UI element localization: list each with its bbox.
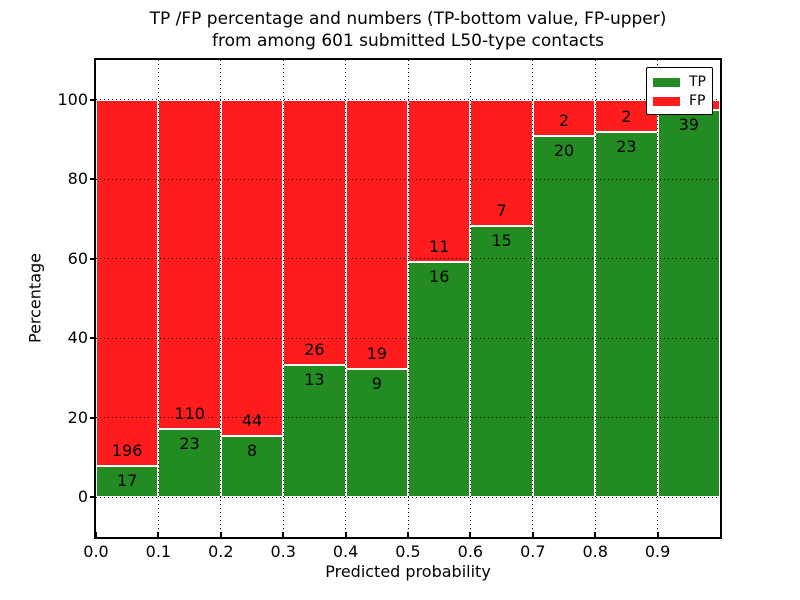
y-tick-label: 40 (67, 328, 88, 348)
fp-bar-segment (283, 99, 346, 365)
y-tick-label: 0 (77, 487, 88, 507)
tp-count-label: 9 (371, 374, 382, 394)
fp-count-label: 110 (174, 403, 205, 423)
horizontal-gridline (96, 178, 720, 180)
y-tick-mark (90, 416, 96, 419)
fp-count-label: 19 (366, 344, 387, 364)
tp-bar-segment (532, 135, 596, 498)
legend-item: FP (653, 92, 712, 111)
vertical-gridline (594, 60, 596, 537)
tp-bar-segment (345, 369, 408, 498)
legend-label: TP (689, 74, 706, 90)
fp-bar-segment (96, 99, 159, 466)
tp-count-label: 20 (553, 140, 575, 160)
x-tick-label: 0.9 (644, 542, 671, 561)
fp-count-label: 7 (496, 201, 507, 221)
y-tick-mark (90, 98, 96, 101)
tp-bar-segment (657, 109, 720, 498)
tp-count-label: 23 (179, 433, 200, 453)
x-tick-label: 0.5 (395, 542, 421, 561)
horizontal-gridline (96, 496, 720, 498)
tp-count-label: 39 (678, 114, 699, 134)
vertical-gridline (657, 60, 659, 537)
fp-count-label: 2 (621, 106, 632, 126)
fp-count-label: 2 (558, 110, 570, 130)
vertical-gridline (345, 60, 347, 537)
x-tick-mark (95, 532, 97, 537)
x-tick-label: 0.7 (520, 542, 546, 561)
x-tick-label: 0.4 (332, 542, 359, 561)
y-tick-mark (90, 257, 96, 260)
tp-bar-segment (96, 465, 159, 498)
tp-count-label: 17 (117, 470, 138, 490)
horizontal-gridline (96, 417, 720, 419)
x-tick-label: 0.8 (582, 542, 608, 561)
horizontal-gridline (96, 99, 720, 101)
vertical-gridline (469, 60, 471, 537)
x-tick-mark (157, 532, 160, 537)
tp-count-label: 23 (616, 136, 637, 156)
chart-title-line-1: TP /FP percentage and numbers (TP-bottom… (149, 9, 667, 29)
x-tick-mark (219, 532, 222, 537)
tp-bar-segment (220, 436, 284, 498)
tp-bar-segment (595, 131, 658, 498)
x-tick-mark (469, 532, 472, 537)
vertical-gridline (282, 60, 284, 537)
legend-swatch-tp-icon (653, 78, 680, 87)
vertical-gridline (220, 60, 222, 537)
x-tick-label: 0.6 (457, 542, 484, 561)
fp-count-label: 196 (111, 440, 143, 460)
x-tick-label: 0.3 (270, 542, 296, 561)
fp-bar-segment (470, 99, 533, 227)
y-tick-label: 100 (57, 89, 88, 109)
tp-bar-segment (158, 428, 221, 498)
horizontal-gridline (96, 258, 720, 260)
fp-bar-segment (158, 99, 221, 429)
vertical-gridline (532, 60, 534, 537)
tp-bar-segment (408, 261, 471, 498)
y-tick-mark (90, 496, 96, 499)
legend-item: TP (653, 73, 712, 92)
y-tick-label: 80 (67, 169, 88, 189)
horizontal-gridline (96, 337, 720, 339)
fp-bar-segment (345, 99, 408, 370)
fp-count-label: 26 (304, 339, 325, 359)
tp-bar-segment (283, 364, 346, 498)
tp-bar-segment (470, 226, 533, 498)
y-tick-label: 20 (67, 407, 88, 427)
x-tick-mark (344, 532, 347, 537)
fp-count-label: 44 (241, 411, 263, 431)
fp-bar-segment (532, 99, 596, 136)
y-tick-mark (90, 178, 96, 181)
x-tick-mark (594, 532, 597, 537)
legend-label: FP (689, 93, 706, 109)
x-tick-label: 0.0 (83, 542, 109, 561)
x-tick-mark (531, 532, 534, 537)
vertical-gridline (407, 60, 409, 537)
tp-count-label: 13 (304, 369, 325, 389)
chart-title-line-2: from among 601 submitted L50-type contac… (212, 31, 604, 51)
legend-swatch-fp-icon (653, 97, 680, 106)
fp-count-label: 11 (429, 236, 450, 256)
x-tick-mark (407, 532, 409, 537)
tp-count-label: 8 (246, 441, 258, 461)
y-tick-mark (90, 337, 96, 340)
x-tick-mark (282, 532, 285, 537)
fp-bar-segment (220, 99, 284, 437)
tp-count-label: 16 (429, 266, 450, 286)
fp-bar-segment (408, 99, 471, 262)
x-tick-mark (656, 532, 659, 537)
tp-count-label: 15 (491, 231, 512, 251)
chart-title: TP /FP percentage and numbers (TP-bottom… (96, 8, 720, 52)
x-tick-label: 0.1 (145, 542, 172, 561)
legend: TP FP (646, 67, 713, 115)
y-tick-label: 60 (67, 248, 88, 268)
x-tick-label: 0.2 (208, 542, 234, 561)
x-axis-label: Predicted probability (325, 562, 491, 581)
vertical-gridline (157, 60, 159, 537)
